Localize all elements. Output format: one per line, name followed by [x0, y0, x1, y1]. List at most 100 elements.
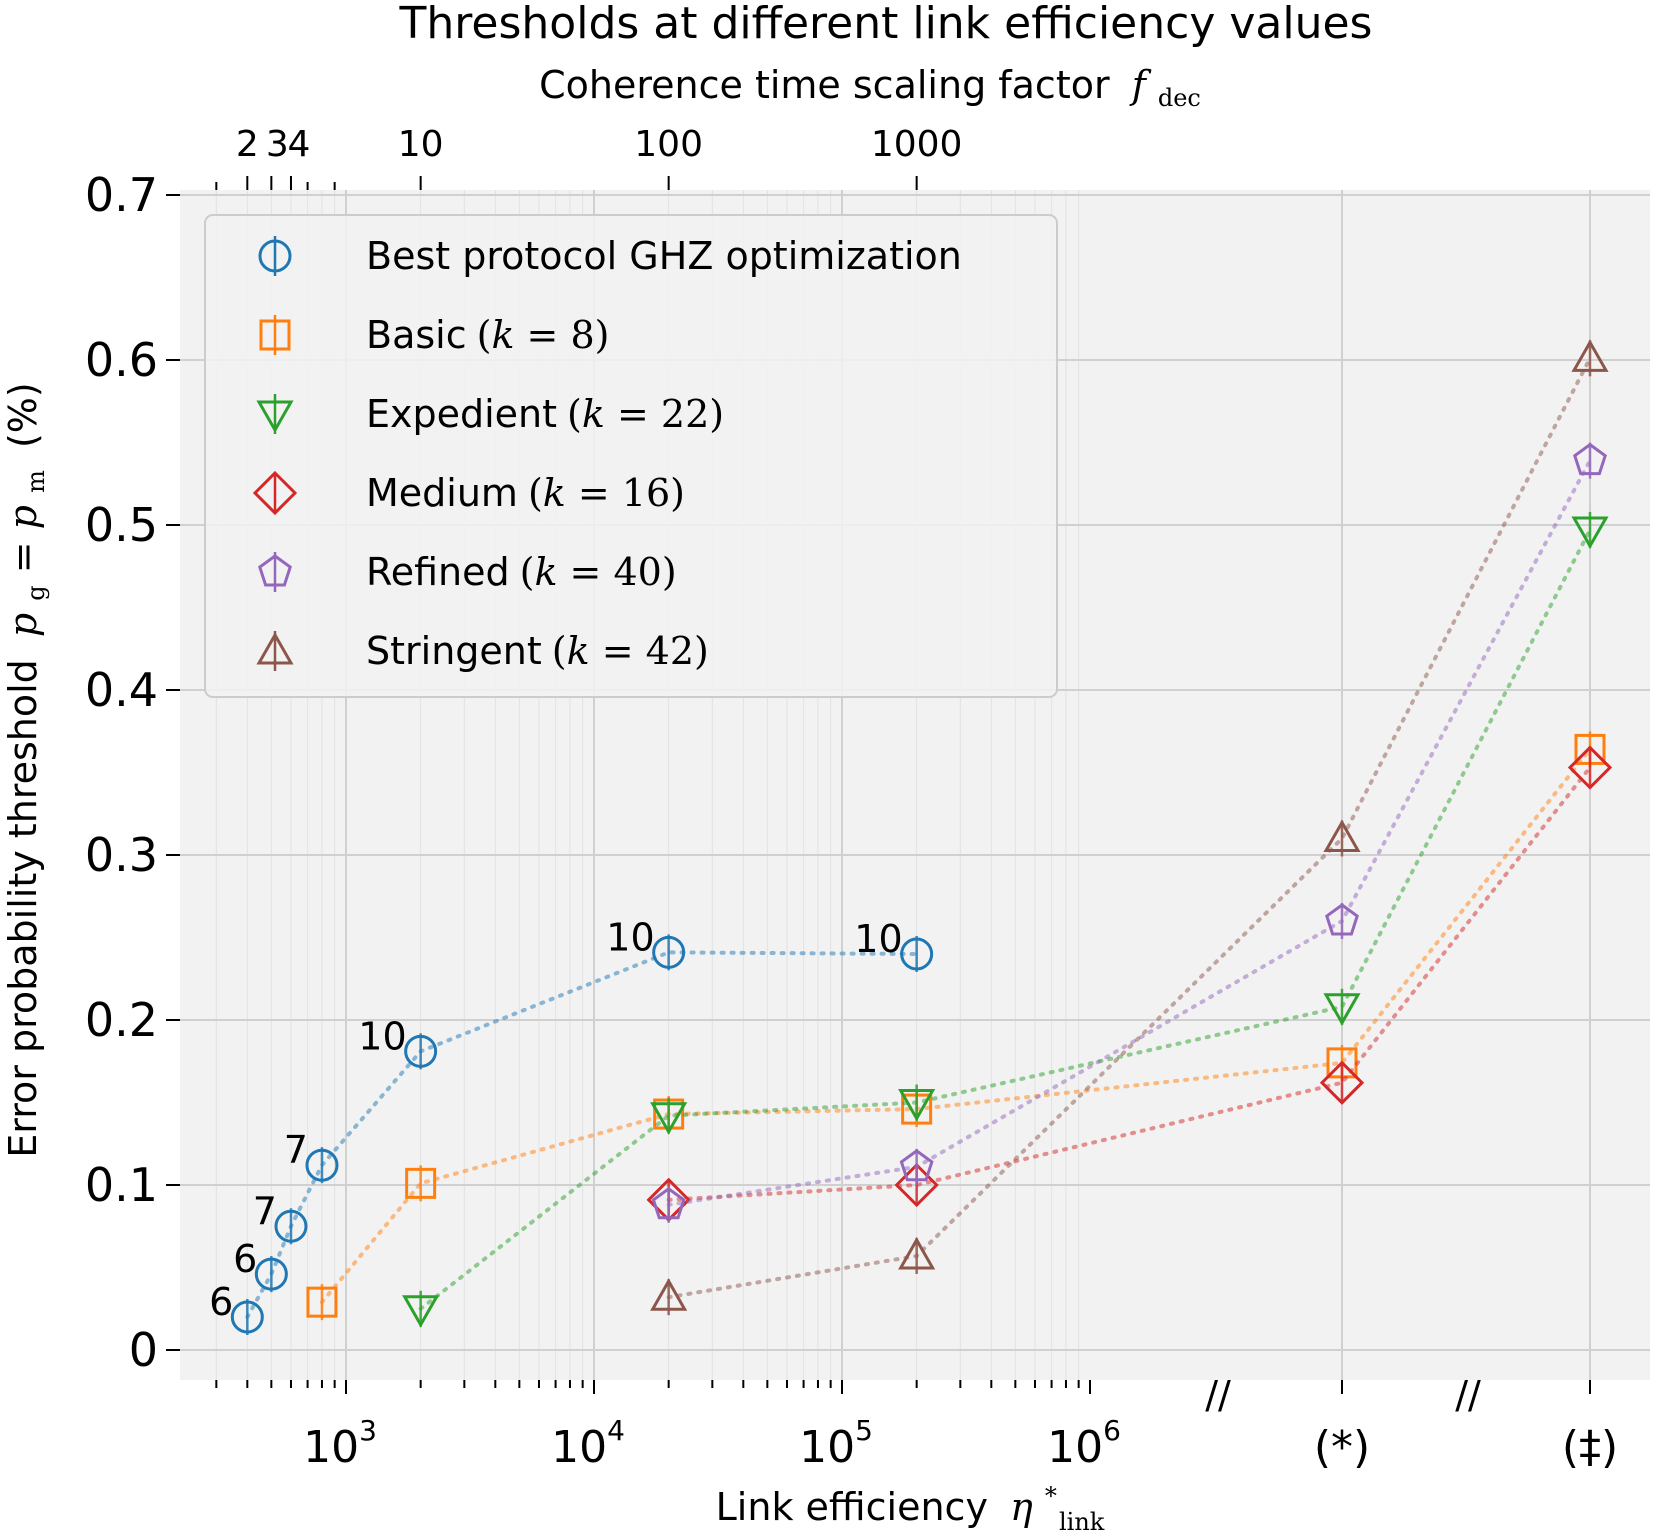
- x-tick-label: 104: [551, 1414, 625, 1473]
- data-point: [305, 1148, 339, 1182]
- data-point: [1567, 745, 1613, 790]
- legend-entry: Refined (k = 40): [258, 550, 677, 594]
- legend-marker: [256, 400, 294, 434]
- top-tick-label: 2: [236, 124, 259, 165]
- data-point: [899, 1148, 934, 1182]
- legend-marker: [252, 470, 298, 516]
- x-tick-label-exponent: 5: [855, 1414, 873, 1447]
- legend-label-name: Best protocol GHZ optimization: [366, 234, 962, 278]
- data-point: [402, 1295, 440, 1328]
- x-axis-label-text: Link efficiency: [716, 1485, 988, 1529]
- legend-marker: [258, 554, 292, 587]
- y-tick-label: 0.6: [85, 333, 158, 387]
- data-point: [1325, 903, 1359, 936]
- legend-entry: Medium (k = 16): [252, 470, 685, 516]
- x-tick-label-special: (*): [1314, 1422, 1370, 1473]
- legend-marker: [259, 319, 291, 351]
- point-annotation: 10: [854, 917, 902, 961]
- y-axis-label-eq: =: [1, 529, 45, 573]
- x-tick-label-special: (‡): [1562, 1422, 1618, 1473]
- data-point: [274, 1209, 308, 1243]
- legend-marker: [256, 631, 294, 665]
- series-line: [666, 356, 1592, 1300]
- x-axis-label-superscript: *: [1045, 1482, 1057, 1510]
- data-point: [898, 1089, 936, 1122]
- top-tick-label: 4: [288, 124, 311, 165]
- top-tick-label: 10: [398, 124, 444, 165]
- legend-label-k: 16: [622, 471, 670, 515]
- point-annotation: 6: [209, 1280, 233, 1324]
- legend-label-k: 42: [646, 629, 694, 673]
- series-triangle-up: [650, 339, 1609, 1316]
- legend-box: [204, 214, 1058, 698]
- x-tick-label-exponent: 4: [607, 1414, 625, 1447]
- legend-entry: Expedient (k = 22): [256, 392, 724, 436]
- legend-label-name: Medium: [366, 471, 518, 515]
- x-tick-label-base: 10: [799, 1422, 855, 1473]
- point-annotation: 10: [606, 915, 654, 959]
- y-axis-label: Error probability threshold p g = p m (%…: [1, 382, 53, 1157]
- data-point: [254, 1257, 288, 1291]
- legend-label-k: 40: [613, 550, 661, 594]
- x-tick-label: 103: [303, 1414, 377, 1473]
- x-tick-label-exponent: 6: [1103, 1414, 1121, 1447]
- data-point: [1571, 516, 1609, 549]
- y-tick-label: 0.7: [85, 168, 158, 222]
- data-point: [1319, 1060, 1365, 1105]
- point-annotation: 7: [284, 1128, 308, 1172]
- data-point: [1323, 993, 1361, 1026]
- legend-label: Medium (k = 16): [366, 471, 685, 515]
- y-tick-label: 0.1: [85, 1158, 158, 1212]
- top-tick-label: 100: [634, 124, 703, 165]
- legend-label: Basic (k = 8): [366, 313, 609, 357]
- x-tick-label-base: 10: [303, 1422, 359, 1473]
- x-tick-label-exponent: 3: [359, 1414, 377, 1447]
- top-axis-label-symbol: f: [1129, 63, 1152, 107]
- axis-break-mark: //: [1205, 1373, 1231, 1417]
- point-annotation: 6: [233, 1237, 257, 1281]
- top-axis-label: Coherence time scaling factor f dec: [539, 63, 1201, 112]
- legend-label: Stringent (k = 42): [366, 629, 709, 673]
- legend-label-name: Stringent: [366, 629, 542, 673]
- data-point: [1573, 442, 1607, 476]
- top-axis-label-text: Coherence time scaling factor: [539, 63, 1110, 107]
- y-tick-label: 0.2: [85, 993, 158, 1047]
- y-axis-label-p2: p: [1, 505, 45, 529]
- legend-marker: [258, 239, 292, 273]
- point-annotation: 10: [358, 1014, 406, 1058]
- y-tick-label: 0.3: [85, 828, 158, 882]
- x-tick-label-base: 10: [551, 1422, 607, 1473]
- legend-label-k: 8: [570, 313, 594, 357]
- x-axis-label: Link efficiency η * link: [716, 1469, 1105, 1536]
- data-point: [650, 1278, 688, 1311]
- data-point: [652, 935, 686, 969]
- series-triangle-down: [402, 511, 1609, 1328]
- data-point: [1571, 339, 1609, 372]
- y-tick-label: 0.5: [85, 498, 158, 552]
- data-point: [898, 1236, 936, 1270]
- series-pentagon: [651, 442, 1607, 1223]
- data-point: [1323, 819, 1361, 852]
- axis-break-mark: //: [1455, 1373, 1481, 1417]
- y-axis-label-s2: m: [22, 470, 50, 493]
- top-axis-label-subscript: dec: [1158, 84, 1201, 112]
- y-axis-label-text: Error probability threshold: [1, 659, 45, 1158]
- y-axis-label-p1: p: [1, 613, 45, 637]
- data-point: [900, 937, 934, 971]
- chart-title: Thresholds at different link efficiency …: [399, 0, 1373, 49]
- series-line: [319, 747, 1592, 1305]
- data-point: [650, 1102, 688, 1135]
- legend-label-name: Basic: [366, 313, 467, 357]
- legend-entry: Basic (k = 8): [259, 313, 609, 357]
- legend-label-name: Expedient: [366, 392, 557, 436]
- legend-label: Expedient (k = 22): [366, 392, 724, 436]
- data-point: [230, 1300, 264, 1334]
- data-point: [306, 1286, 338, 1318]
- legend-label-name: Refined: [366, 550, 510, 594]
- x-tick-label-base: 10: [1047, 1422, 1103, 1473]
- x-axis-label-subscript: link: [1059, 1508, 1105, 1536]
